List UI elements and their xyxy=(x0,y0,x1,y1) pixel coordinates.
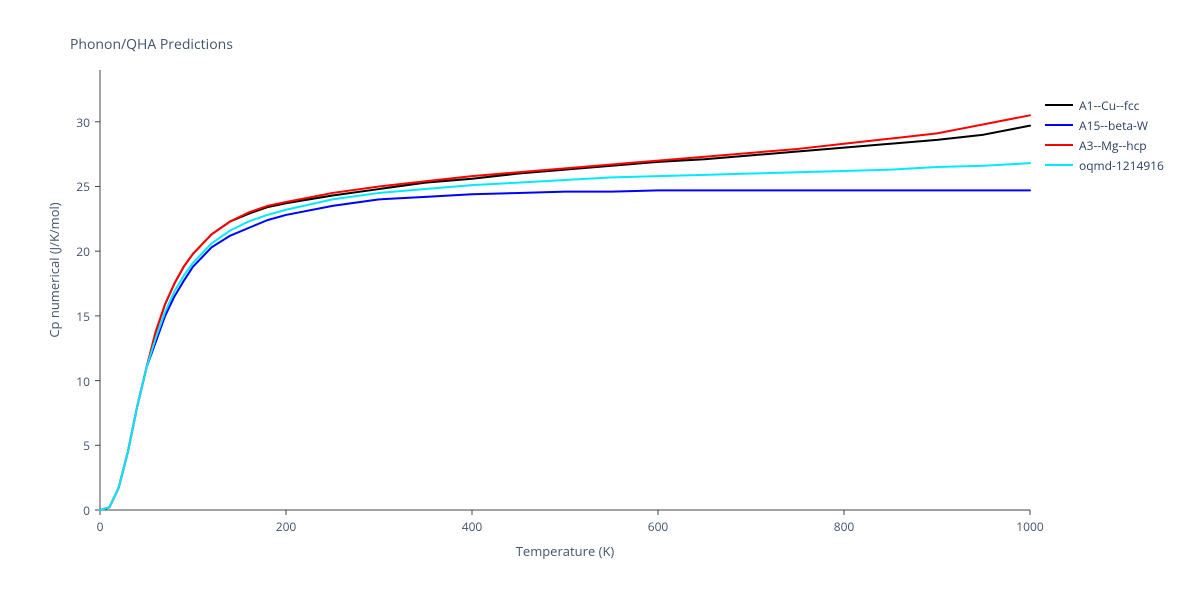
series-line[interactable] xyxy=(100,163,1030,510)
y-tick-label: 10 xyxy=(50,373,90,390)
y-tick-label: 25 xyxy=(50,178,90,195)
y-tick-label: 30 xyxy=(50,114,90,131)
series-line[interactable] xyxy=(100,115,1030,510)
legend-swatch xyxy=(1045,124,1073,126)
x-tick-label: 400 xyxy=(452,518,492,535)
legend-item[interactable]: A15--beta-W xyxy=(1045,115,1164,135)
y-tick-label: 0 xyxy=(50,502,90,519)
x-tick-label: 200 xyxy=(266,518,306,535)
legend-item[interactable]: A3--Mg--hcp xyxy=(1045,135,1164,155)
x-tick-label: 1000 xyxy=(1010,518,1050,535)
y-axis-label: Cp numerical (J/K/mol) xyxy=(45,170,63,370)
series-line[interactable] xyxy=(100,190,1030,510)
legend-label: A15--beta-W xyxy=(1079,117,1148,134)
y-tick-label: 20 xyxy=(50,243,90,260)
legend: A1--Cu--fcc A15--beta-W A3--Mg--hcp oqmd-12… xyxy=(1045,95,1164,175)
legend-item[interactable]: oqmd-1214916 xyxy=(1045,155,1164,175)
legend-swatch xyxy=(1045,104,1073,106)
x-tick-label: 800 xyxy=(824,518,864,535)
x-tick-label: 600 xyxy=(638,518,678,535)
plot-svg xyxy=(0,0,1200,600)
legend-swatch xyxy=(1045,164,1073,166)
x-axis-label: Temperature (K) xyxy=(485,542,645,560)
x-tick-label: 0 xyxy=(80,518,120,535)
chart-container: Phonon/QHA Predictions Temperature (K) C… xyxy=(0,0,1200,600)
chart-title: Phonon/QHA Predictions xyxy=(70,35,233,54)
legend-item[interactable]: A1--Cu--fcc xyxy=(1045,95,1164,115)
legend-swatch xyxy=(1045,144,1073,146)
series-line[interactable] xyxy=(100,126,1030,510)
y-tick-label: 5 xyxy=(50,437,90,454)
legend-label: A3--Mg--hcp xyxy=(1079,137,1147,154)
legend-label: A1--Cu--fcc xyxy=(1079,97,1139,114)
y-tick-label: 15 xyxy=(50,308,90,325)
legend-label: oqmd-1214916 xyxy=(1079,157,1164,174)
